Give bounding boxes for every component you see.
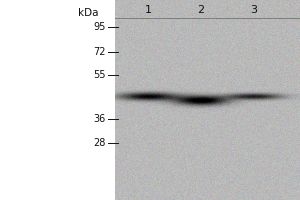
Text: 72: 72 — [94, 47, 106, 57]
Text: 55: 55 — [94, 70, 106, 80]
Text: 3: 3 — [250, 5, 257, 15]
Text: 2: 2 — [197, 5, 205, 15]
Text: 95: 95 — [94, 22, 106, 32]
Text: 28: 28 — [94, 138, 106, 148]
Text: 36: 36 — [94, 114, 106, 124]
Text: 1: 1 — [145, 5, 152, 15]
Text: kDa: kDa — [78, 8, 98, 18]
